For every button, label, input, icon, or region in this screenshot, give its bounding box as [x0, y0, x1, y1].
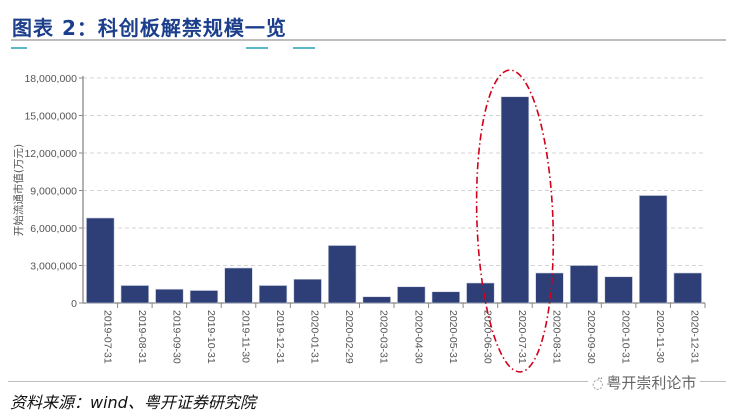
x-tick-label: 2019-08-31 — [136, 310, 148, 364]
x-tick-label: 2020-01-31 — [309, 310, 321, 364]
x-tick-label: 2020-08-31 — [551, 310, 563, 364]
y-tick-label: 18,000,000 — [24, 73, 77, 85]
x-tick-label: 2020-02-29 — [343, 310, 355, 364]
x-tick-label: 2020-06-30 — [481, 310, 493, 364]
bar-2020-04-30 — [397, 286, 426, 304]
bar-2019-12-31 — [258, 285, 288, 304]
source-note: 资料来源：wind、粤开证券研究院 — [10, 393, 256, 412]
watermark: ◌̈ 粤开崇利论市 — [588, 372, 701, 393]
bar-2020-07-31 — [500, 96, 530, 304]
y-axis-label: 开始流通市值(万元) — [12, 144, 25, 236]
x-tick-label: 2020-04-30 — [412, 310, 424, 364]
decorative-mark — [293, 47, 315, 49]
bar-2020-02-29 — [328, 245, 357, 304]
decorative-mark — [11, 47, 27, 49]
bar-chart: 0 3,000,000 6,000,000 9,000,000 12,000,000 15… — [12, 69, 706, 373]
x-tick-label: 2020-11-30 — [654, 310, 666, 363]
decorative-mark — [246, 47, 268, 49]
bar-2020-09-30 — [569, 265, 599, 304]
bar-2020-05-31 — [431, 291, 460, 304]
title-divider — [11, 39, 726, 41]
y-tick-label: 6,000,000 — [30, 223, 77, 235]
bar-2020-11-30 — [639, 195, 668, 304]
highlight-ellipse — [475, 69, 555, 373]
y-tick-label: 9,000,000 — [30, 186, 77, 198]
bar-2019-10-31 — [189, 290, 219, 304]
bar-2020-03-31 — [362, 296, 391, 304]
watermark-text: 粤开崇利论市 — [606, 374, 697, 392]
x-tick-label: 2020-09-30 — [585, 310, 597, 364]
source-divider — [8, 381, 726, 382]
x-tick-label: 2020-07-31 — [516, 310, 528, 364]
y-tick-label: 15,000,000 — [24, 111, 77, 123]
bar-2019-08-31 — [120, 285, 149, 304]
bar-2020-10-31 — [604, 276, 633, 304]
y-tick-label: 0 — [71, 298, 77, 310]
x-tick-label: 2019-07-31 — [101, 310, 113, 364]
x-tick-label: 2020-05-31 — [447, 310, 459, 364]
bar-2019-09-30 — [155, 288, 184, 304]
bar-2019-07-31 — [86, 217, 115, 304]
bar-2020-01-31 — [293, 278, 322, 304]
y-tick-label: 12,000,000 — [24, 148, 77, 160]
page-title: 图表 2：科创板解禁规模一览 — [12, 16, 287, 40]
bar-2019-11-30 — [224, 267, 253, 304]
y-tick-label: 3,000,000 — [30, 261, 77, 273]
x-tick-label: 2020-12-31 — [689, 310, 701, 364]
x-tick-label: 2019-10-31 — [205, 310, 217, 364]
bar-2020-12-31 — [673, 272, 702, 304]
x-tick-label: 2019-09-30 — [170, 310, 182, 364]
x-tick-label: 2020-10-31 — [620, 310, 632, 364]
wechat-icon: ◌̈ — [592, 377, 604, 392]
x-tick-label: 2019-12-31 — [274, 310, 286, 364]
bar-2020-06-30 — [466, 282, 495, 304]
x-tick-label: 2020-03-31 — [378, 310, 390, 364]
x-tick-label: 2019-11-30 — [240, 310, 252, 363]
